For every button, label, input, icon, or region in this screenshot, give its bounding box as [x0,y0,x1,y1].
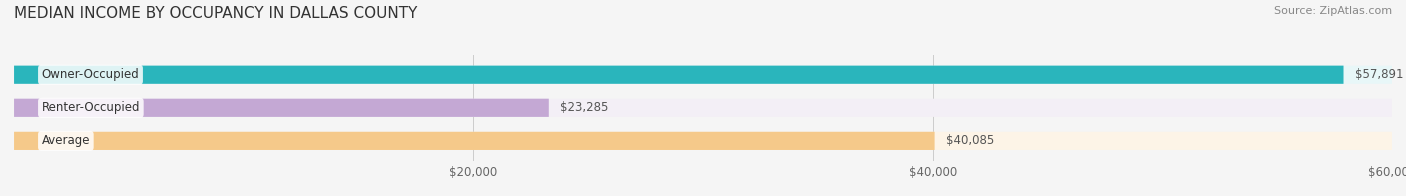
FancyBboxPatch shape [14,132,935,150]
FancyBboxPatch shape [14,99,1392,117]
Text: $23,285: $23,285 [560,101,609,114]
FancyBboxPatch shape [14,66,1392,84]
FancyBboxPatch shape [14,99,548,117]
Text: $40,085: $40,085 [946,134,994,147]
Text: Source: ZipAtlas.com: Source: ZipAtlas.com [1274,6,1392,16]
FancyBboxPatch shape [14,66,1344,84]
Text: Renter-Occupied: Renter-Occupied [42,101,141,114]
Text: $57,891: $57,891 [1355,68,1403,81]
Text: Average: Average [42,134,90,147]
Text: Owner-Occupied: Owner-Occupied [42,68,139,81]
FancyBboxPatch shape [14,132,1392,150]
Text: MEDIAN INCOME BY OCCUPANCY IN DALLAS COUNTY: MEDIAN INCOME BY OCCUPANCY IN DALLAS COU… [14,6,418,21]
